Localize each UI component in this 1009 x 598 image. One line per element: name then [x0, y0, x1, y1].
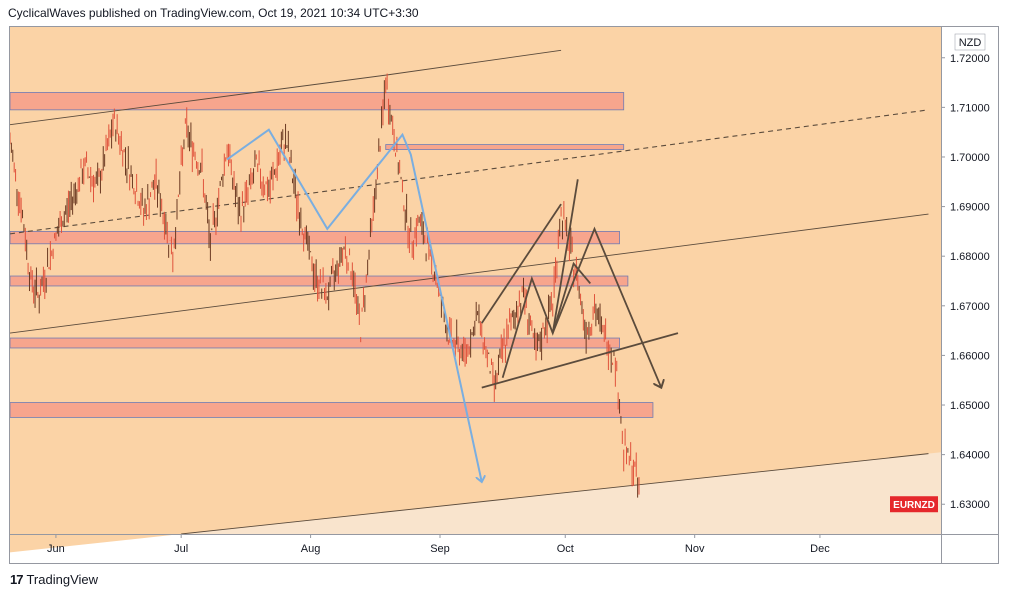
- y-tick-label: 1.69000: [950, 202, 990, 214]
- projection-path-dark[interactable]: [551, 226, 662, 388]
- chart-border: [9, 26, 999, 564]
- x-tick-label: Dec: [810, 543, 830, 555]
- currency-label: NZD: [954, 33, 986, 51]
- y-tick-label: 1.65000: [950, 400, 990, 412]
- x-tick-label: Sep: [430, 543, 450, 555]
- y-tick-label: 1.66000: [950, 350, 990, 362]
- symbol-badge[interactable]: EURNZD: [890, 496, 938, 513]
- projection-path-dark[interactable]: [481, 332, 679, 389]
- currency-text: NZD: [959, 37, 982, 49]
- x-tick-label: Jun: [47, 543, 65, 555]
- x-tick-label: Nov: [685, 543, 705, 555]
- trend-line[interactable]: [10, 213, 929, 334]
- support-resistance-zone[interactable]: [385, 144, 625, 150]
- projection-path-blue[interactable]: [226, 128, 482, 482]
- trend-line[interactable]: [10, 49, 562, 126]
- publisher-caption: CyclicalWaves published on TradingView.c…: [8, 6, 419, 20]
- x-tick-label: Aug: [301, 543, 321, 555]
- trend-line[interactable]: [181, 453, 929, 534]
- tradingview-footer[interactable]: 17 TradingView: [10, 572, 98, 587]
- x-tick-label: Oct: [557, 543, 574, 555]
- support-resistance-zone[interactable]: [10, 402, 654, 418]
- x-tick-label: Jul: [174, 543, 188, 555]
- channel-band: [10, 27, 941, 553]
- y-tick-label: 1.68000: [950, 251, 990, 263]
- plot-area: [10, 49, 929, 534]
- dashed-trend-line[interactable]: [10, 109, 929, 235]
- projection-path-dark[interactable]: [481, 203, 562, 324]
- support-resistance-zone[interactable]: [10, 230, 620, 245]
- y-tick-label: 1.64000: [950, 450, 990, 462]
- support-resistance-zone[interactable]: [10, 337, 620, 349]
- symbol-badge-text: EURNZD: [893, 500, 935, 511]
- tradingview-logo-icon: 17: [10, 572, 24, 587]
- projection-path-dark[interactable]: [551, 179, 579, 334]
- time-axis[interactable]: Jun Jul Aug Sep Oct Nov Dec: [47, 534, 830, 555]
- y-tick-label: 1.63000: [950, 499, 990, 511]
- support-resistance-zone[interactable]: [10, 92, 625, 111]
- y-tick-label: 1.70000: [950, 152, 990, 164]
- tradingview-brand: TradingView: [26, 572, 99, 587]
- y-tick-label: 1.72000: [950, 53, 990, 65]
- y-tick-label: 1.67000: [950, 301, 990, 313]
- y-tick-label: 1.71000: [950, 102, 990, 114]
- price-axis[interactable]: 1.63000 1.64000 1.65000 1.66000 1.67000 1.680…: [941, 53, 990, 511]
